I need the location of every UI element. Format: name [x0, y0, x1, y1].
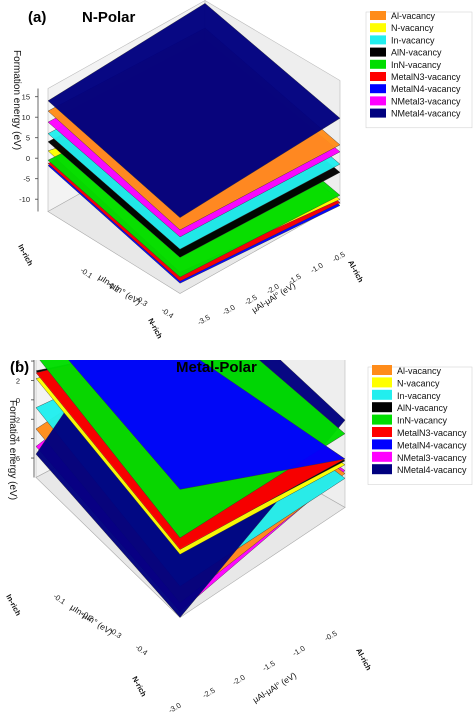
legend-swatch — [372, 427, 392, 437]
x-tick-label: -3.0 — [221, 303, 237, 317]
z-tick-label: 4 — [16, 360, 20, 366]
x-tick-label: -3.5 — [196, 313, 212, 327]
z-tick-label: -6 — [13, 454, 20, 463]
n-rich-annotation: N-rich — [146, 317, 164, 341]
z-tick-label: -4 — [13, 435, 20, 444]
y-axis-label: μIn-μIn° (eV) — [69, 602, 115, 637]
legend-swatch — [372, 414, 392, 425]
panel-title: N-Polar — [82, 9, 136, 26]
legend-swatch — [370, 35, 386, 45]
x-tick-label: -0.5 — [323, 629, 339, 643]
legend-swatch — [370, 72, 386, 81]
legend-swatch — [370, 96, 386, 106]
panel-title: Metal-Polar — [176, 360, 257, 376]
z-tick-label: 0 — [26, 154, 30, 163]
surface-metaln4-vacancy — [68, 360, 346, 490]
z-tick-label: -5 — [23, 175, 30, 184]
legend-entry: N-vacancy — [397, 378, 440, 388]
y-tick-label: -0.1 — [52, 592, 68, 607]
legend-entry: MetalN4-vacancy — [391, 84, 461, 94]
panel-label: (b) — [10, 360, 29, 376]
legend-swatch — [370, 59, 386, 69]
legend-swatch — [372, 402, 392, 413]
z-tick-label: 15 — [22, 93, 30, 102]
legend-entry: Al-vacancy — [397, 366, 442, 376]
al-rich-annotation: Al-rich — [346, 259, 365, 285]
y-tick-label: -0.1 — [79, 266, 95, 281]
y-tick-label: -0.4 — [134, 643, 150, 658]
z-tick-label: 5 — [26, 134, 30, 143]
legend-swatch — [370, 108, 386, 118]
x-tick-label: -1.0 — [291, 644, 307, 658]
x-tick-label: -0.5 — [331, 250, 347, 264]
panel-n-polar: 15 10 5 0 -5 -10 Formation energy (eV) -0.1 -0.2… — [0, 0, 474, 360]
z-tick-label: 0 — [16, 396, 20, 405]
x-tick-label: -1.0 — [309, 261, 325, 275]
al-rich-annotation: Al-rich — [354, 647, 373, 673]
z-tick-label: 2 — [16, 376, 20, 385]
surface-nmetal4-vacancy — [47, 3, 341, 218]
x-tick-label: -3.0 — [167, 701, 183, 715]
legend-swatch — [372, 464, 392, 475]
z-axis-label: Formation energy (eV) — [11, 50, 22, 150]
in-rich-annotation: In-rich — [4, 593, 23, 618]
x-axis-label: μAl-μAl° (eV) — [251, 670, 298, 705]
legend-swatch — [372, 439, 392, 450]
legend-entry: Al-vacancy — [391, 11, 436, 21]
legend-entry: In-vacancy — [391, 35, 435, 45]
z-axis-label: Formation energy (eV) — [7, 400, 18, 500]
legend-entry: N-vacancy — [391, 23, 434, 33]
legend-swatch — [372, 451, 392, 462]
legend-entry: AlN-vacancy — [397, 403, 448, 413]
legend-entry: NMetal3-vacancy — [397, 453, 467, 463]
in-rich-annotation: In-rich — [16, 243, 35, 268]
legend-swatch — [370, 23, 386, 33]
legend-swatch — [370, 47, 386, 57]
legend-entry: InN-vacancy — [397, 416, 448, 426]
legend-entry: NMetal4-vacancy — [391, 109, 461, 119]
x-tick-label: -2.5 — [201, 686, 217, 700]
z-tick-label: -2 — [13, 415, 20, 424]
y-axis-label: μIn-μIn° (eV) — [97, 272, 143, 307]
legend-entry: InN-vacancy — [391, 60, 442, 70]
legend-entry: AlN-vacancy — [391, 48, 442, 58]
legend-entry: MetalN4-vacancy — [397, 440, 467, 450]
legend-swatch — [370, 84, 386, 94]
legend-entry: MetalN3-vacancy — [391, 72, 461, 82]
z-tick-label: -10 — [19, 195, 30, 204]
legend-entry: In-vacancy — [397, 391, 441, 401]
legend-entry: MetalN3-vacancy — [397, 428, 467, 438]
x-tick-label: -1.5 — [261, 659, 277, 673]
n-rich-annotation: N-rich — [130, 675, 148, 699]
x-tick-label: -2.0 — [231, 673, 247, 687]
panel-label: (a) — [28, 9, 46, 26]
legend-swatch — [372, 389, 392, 400]
legend-entry: NMetal3-vacancy — [391, 96, 461, 106]
legend-swatch — [370, 11, 386, 20]
z-tick-label: 10 — [22, 113, 30, 122]
legend-entry: NMetal4-vacancy — [397, 465, 467, 475]
legend-swatch — [372, 365, 392, 375]
legend-swatch — [372, 377, 392, 388]
y-tick-label: -0.4 — [160, 306, 176, 321]
